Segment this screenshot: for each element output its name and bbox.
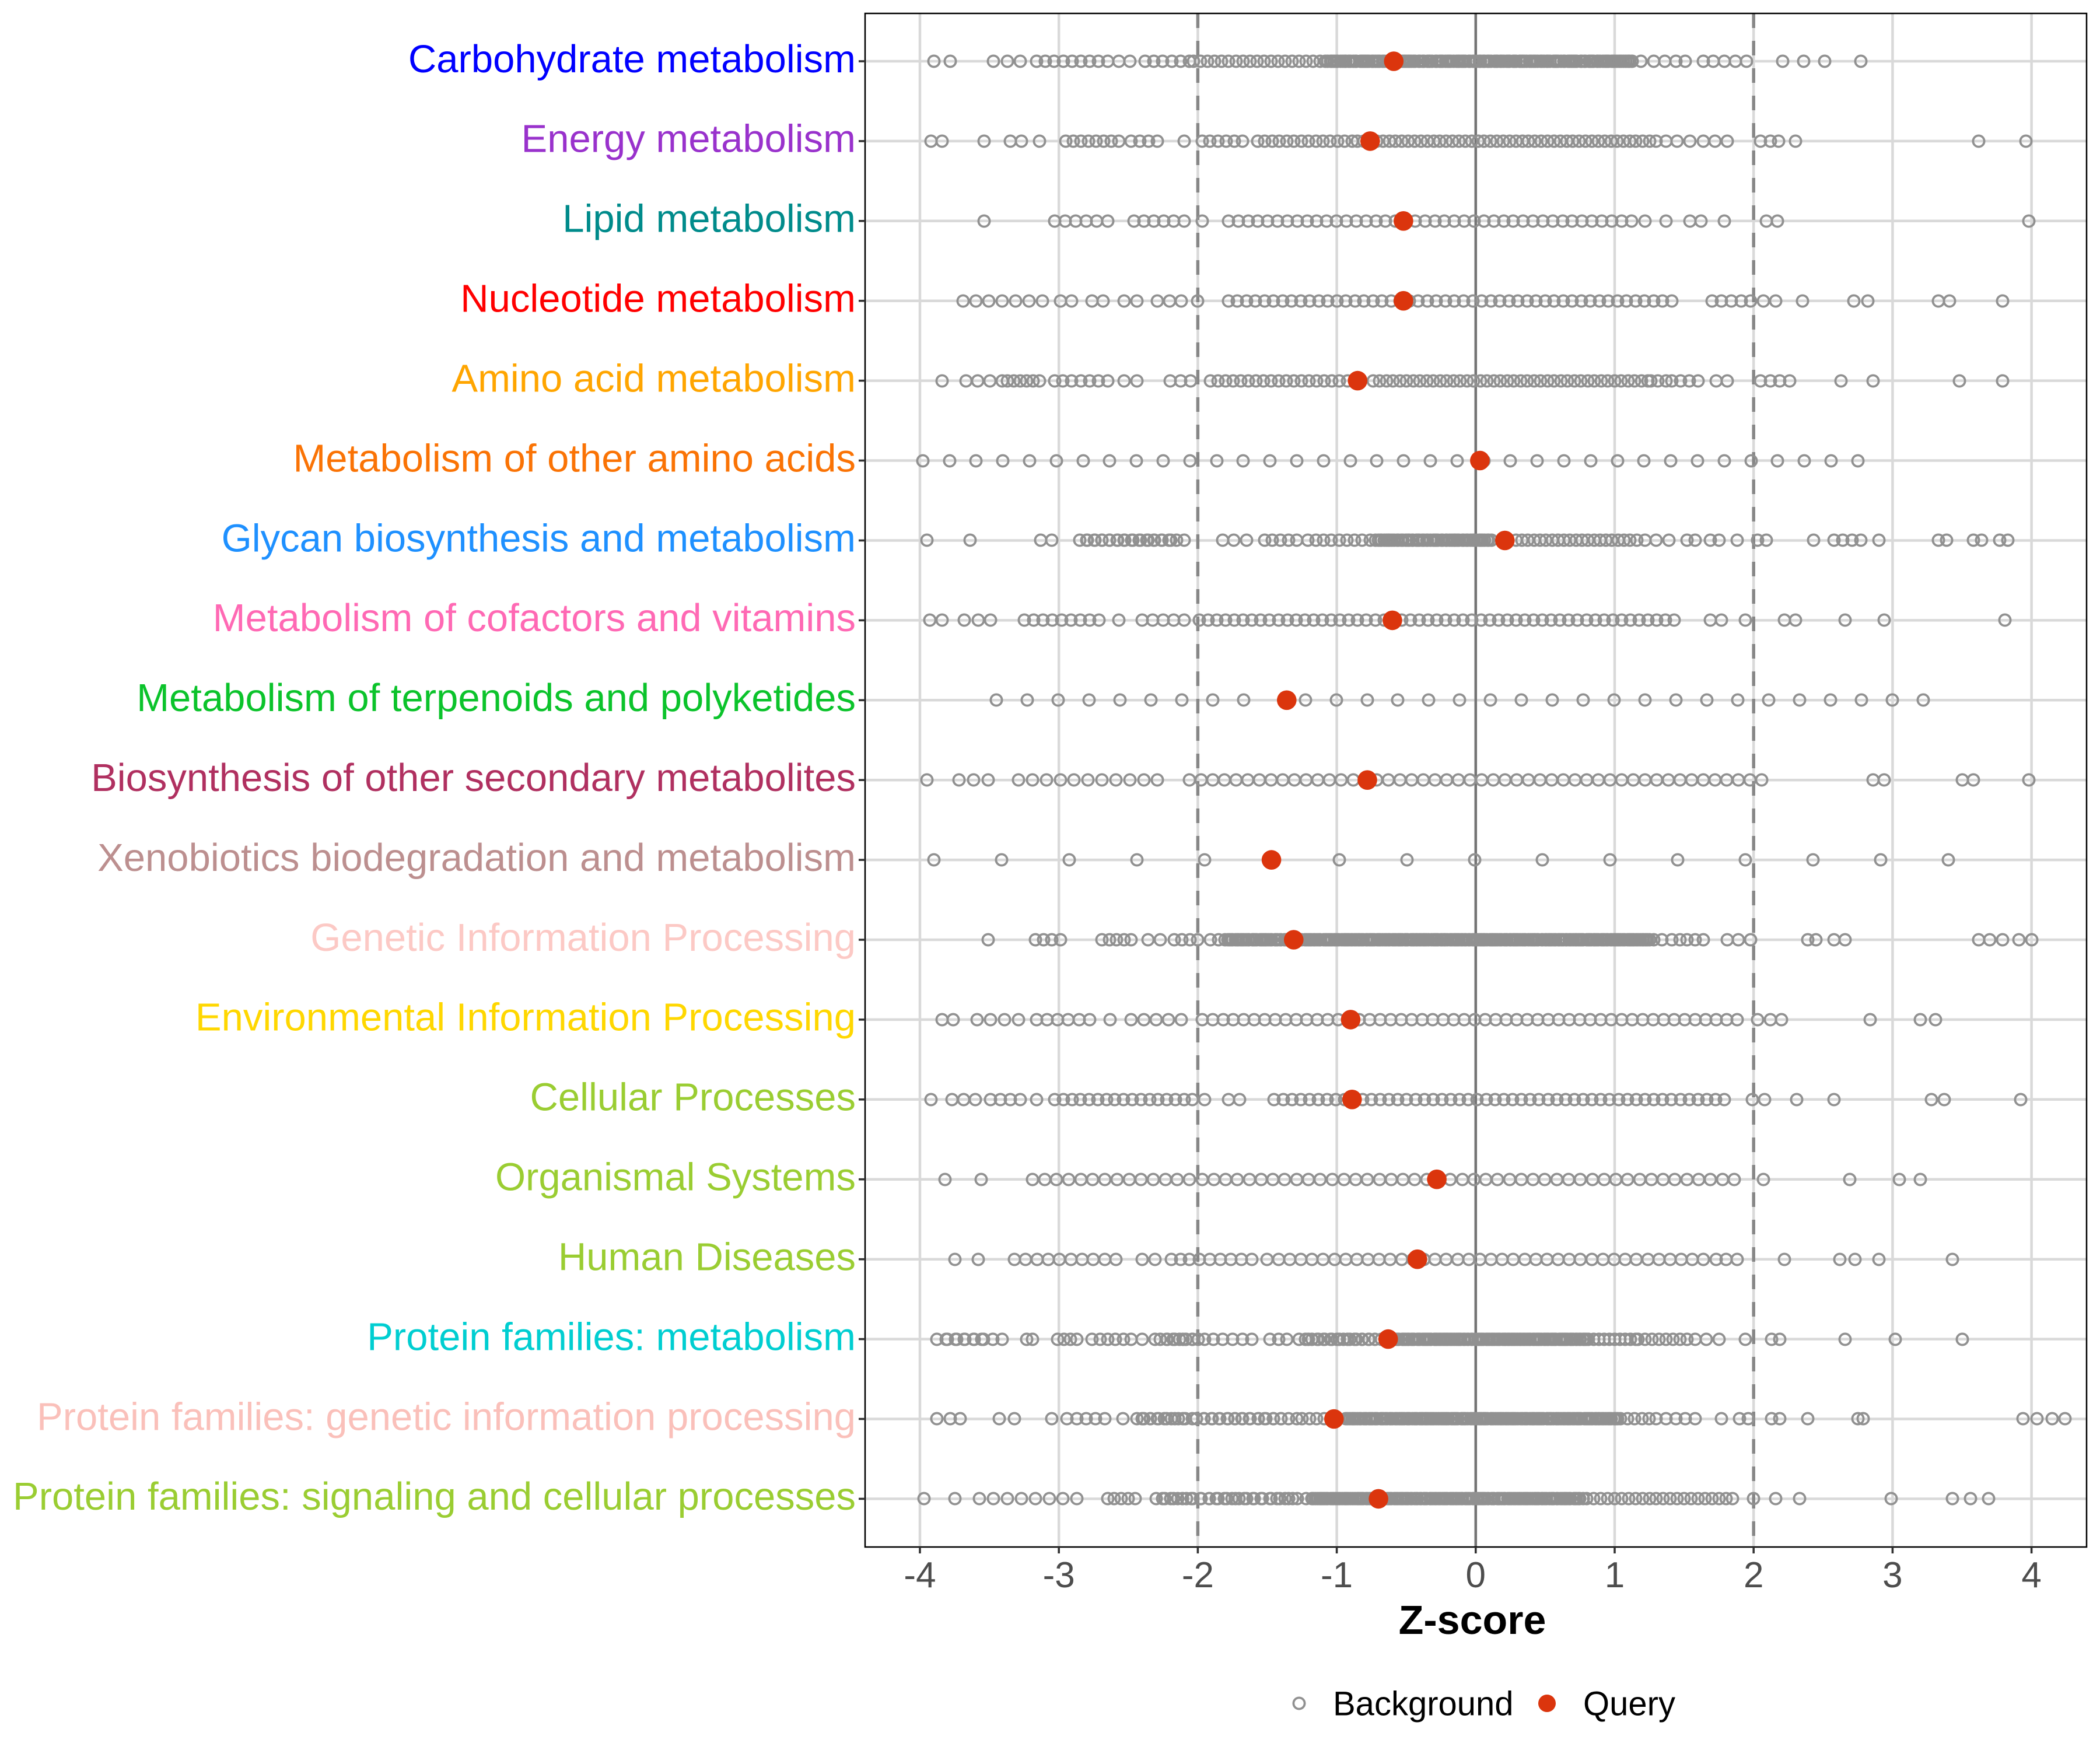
- svg-text:Nucleotide metabolism: Nucleotide metabolism: [460, 276, 856, 320]
- svg-text:-1: -1: [1321, 1555, 1353, 1595]
- svg-text:0: 0: [1466, 1555, 1486, 1595]
- svg-text:Metabolism of terpenoids and p: Metabolism of terpenoids and polyketides: [136, 676, 856, 720]
- svg-text:1: 1: [1605, 1555, 1625, 1595]
- svg-text:Metabolism of cofactors and vi: Metabolism of cofactors and vitamins: [213, 596, 856, 640]
- svg-text:Glycan biosynthesis and metabo: Glycan biosynthesis and metabolism: [222, 516, 856, 560]
- svg-text:Biosynthesis of other secondar: Biosynthesis of other secondary metaboli…: [91, 756, 856, 800]
- svg-text:3: 3: [1882, 1555, 1902, 1595]
- svg-text:Lipid metabolism: Lipid metabolism: [562, 197, 856, 241]
- svg-text:2: 2: [1744, 1555, 1763, 1595]
- svg-text:Protein families: signaling an: Protein families: signaling and cellular…: [13, 1475, 856, 1518]
- svg-text:-2: -2: [1182, 1555, 1214, 1595]
- svg-text:-4: -4: [904, 1555, 936, 1595]
- svg-text:Z-score: Z-score: [1399, 1597, 1546, 1643]
- svg-text:Organismal Systems: Organismal Systems: [495, 1155, 856, 1199]
- svg-text:Human Diseases: Human Diseases: [558, 1235, 856, 1279]
- svg-text:4: 4: [2021, 1555, 2041, 1595]
- svg-text:Xenobiotics biodegradation and: Xenobiotics biodegradation and metabolis…: [97, 836, 856, 880]
- svg-text:-3: -3: [1043, 1555, 1075, 1595]
- svg-text:Protein families: genetic info: Protein families: genetic information pr…: [37, 1395, 856, 1438]
- svg-text:Metabolism of other amino acid: Metabolism of other amino acids: [293, 436, 856, 480]
- svg-text:Environmental Information Proc: Environmental Information Processing: [195, 996, 856, 1040]
- svg-text:Cellular Processes: Cellular Processes: [530, 1076, 856, 1119]
- svg-text:Energy metabolism: Energy metabolism: [522, 117, 856, 161]
- svg-text:Query: Query: [1583, 1685, 1675, 1723]
- svg-text:Carbohydrate metabolism: Carbohydrate metabolism: [408, 37, 856, 81]
- svg-text:Protein families: metabolism: Protein families: metabolism: [367, 1315, 856, 1359]
- svg-text:Genetic Information Processing: Genetic Information Processing: [310, 916, 856, 960]
- svg-text:Background: Background: [1333, 1685, 1514, 1723]
- svg-text:Amino acid metabolism: Amino acid metabolism: [452, 356, 856, 400]
